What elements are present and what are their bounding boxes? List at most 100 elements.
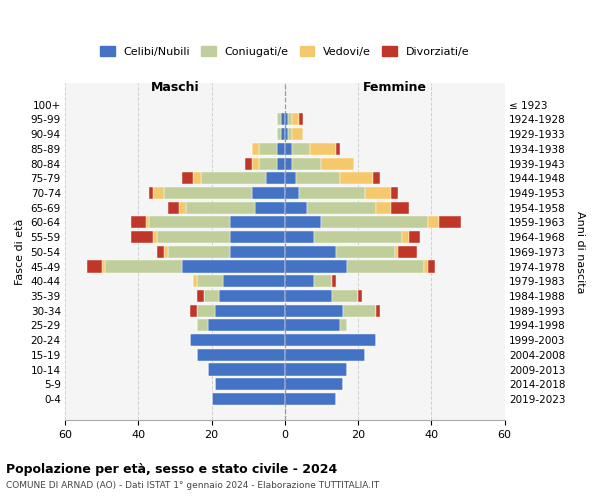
Bar — [314, 275, 332, 287]
Bar — [190, 334, 285, 346]
Bar — [149, 216, 230, 228]
Bar — [289, 128, 292, 140]
Bar — [402, 231, 409, 243]
Bar — [285, 393, 336, 405]
Bar — [285, 231, 314, 243]
Text: Femmine: Femmine — [363, 82, 427, 94]
Bar — [252, 143, 259, 155]
Bar — [182, 260, 285, 272]
Bar — [186, 202, 256, 213]
Bar — [285, 246, 336, 258]
Bar — [340, 320, 347, 332]
Bar — [310, 143, 336, 155]
Bar — [428, 260, 435, 272]
Bar — [285, 304, 343, 316]
Bar — [157, 231, 230, 243]
Bar — [292, 114, 299, 126]
Bar — [215, 304, 285, 316]
Bar — [285, 364, 347, 376]
Bar — [285, 202, 307, 213]
Bar — [409, 231, 421, 243]
Bar — [281, 114, 285, 126]
Bar — [285, 275, 314, 287]
Text: Popolazione per età, sesso e stato civile - 2024: Popolazione per età, sesso e stato civil… — [6, 462, 337, 475]
Text: COMUNE DI ARNAD (AO) - Dati ISTAT 1° gennaio 2024 - Elaborazione TUTTITALIA.IT: COMUNE DI ARNAD (AO) - Dati ISTAT 1° gen… — [6, 481, 379, 490]
Y-axis label: Anni di nascita: Anni di nascita — [575, 210, 585, 293]
Bar — [343, 304, 376, 316]
Bar — [296, 172, 340, 184]
Bar — [208, 364, 285, 376]
Bar — [266, 172, 285, 184]
Bar — [167, 202, 179, 213]
Bar — [398, 246, 417, 258]
Bar — [285, 378, 343, 390]
Bar — [277, 128, 281, 140]
Y-axis label: Fasce di età: Fasce di età — [15, 218, 25, 285]
Bar — [230, 246, 285, 258]
Bar — [428, 216, 439, 228]
Bar — [193, 172, 200, 184]
Bar — [391, 202, 409, 213]
Bar — [164, 187, 252, 199]
Bar — [212, 393, 285, 405]
Bar — [292, 143, 310, 155]
Bar — [277, 158, 285, 170]
Bar — [197, 349, 285, 361]
Bar — [332, 275, 336, 287]
Bar — [285, 334, 376, 346]
Bar — [358, 290, 362, 302]
Bar — [230, 216, 285, 228]
Bar — [292, 158, 322, 170]
Bar — [332, 290, 358, 302]
Bar — [259, 143, 277, 155]
Bar — [299, 114, 303, 126]
Bar — [101, 260, 105, 272]
Bar — [340, 172, 373, 184]
Bar — [285, 158, 292, 170]
Bar — [439, 216, 461, 228]
Bar — [204, 290, 219, 302]
Bar — [197, 320, 208, 332]
Bar — [252, 187, 285, 199]
Bar — [197, 304, 215, 316]
Bar — [245, 158, 252, 170]
Bar — [285, 172, 296, 184]
Bar — [167, 246, 230, 258]
Bar — [230, 231, 285, 243]
Bar — [424, 260, 428, 272]
Bar — [215, 378, 285, 390]
Bar — [193, 275, 197, 287]
Bar — [376, 304, 380, 316]
Bar — [307, 202, 376, 213]
Bar — [131, 231, 153, 243]
Bar — [285, 349, 365, 361]
Bar — [208, 320, 285, 332]
Bar — [190, 304, 197, 316]
Bar — [252, 158, 259, 170]
Bar — [322, 158, 355, 170]
Bar — [200, 172, 266, 184]
Bar — [146, 216, 149, 228]
Bar — [285, 260, 347, 272]
Bar — [149, 187, 153, 199]
Bar — [299, 187, 365, 199]
Bar — [197, 275, 223, 287]
Bar — [395, 246, 398, 258]
Bar — [314, 231, 402, 243]
Bar — [219, 290, 285, 302]
Bar — [153, 231, 157, 243]
Bar — [281, 128, 285, 140]
Legend: Celibi/Nubili, Coniugati/e, Vedovi/e, Divorziati/e: Celibi/Nubili, Coniugati/e, Vedovi/e, Di… — [96, 42, 473, 62]
Bar — [285, 114, 289, 126]
Bar — [182, 172, 193, 184]
Bar — [153, 187, 164, 199]
Bar — [131, 216, 146, 228]
Bar — [164, 246, 167, 258]
Bar — [391, 187, 398, 199]
Bar — [322, 216, 428, 228]
Bar — [223, 275, 285, 287]
Bar — [347, 260, 424, 272]
Bar — [376, 202, 391, 213]
Bar — [259, 158, 277, 170]
Bar — [179, 202, 186, 213]
